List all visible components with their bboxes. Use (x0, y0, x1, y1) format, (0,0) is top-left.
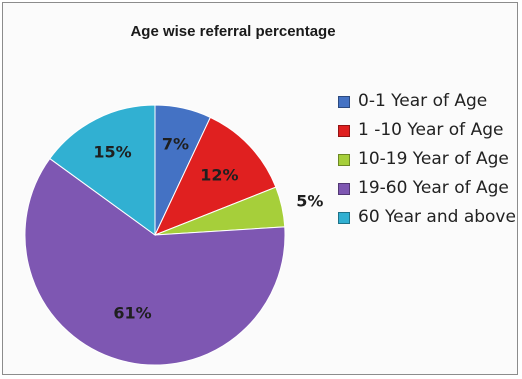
chart-frame: Age wise referral percentage 7% 12% 5% 61% 1… (2, 2, 518, 375)
legend-label-0: 0-1 Year of Age (358, 91, 488, 111)
legend: 0-1 Year of Age 1 -10 Year of Age 10-19 Ye… (336, 89, 516, 234)
legend-item-2: 10-19 Year of Age (336, 147, 516, 172)
pie-chart: 7% 12% 5% 61% 15% (24, 104, 323, 366)
pie-slice-1 (154, 116, 277, 236)
legend-item-0: 0-1 Year of Age (336, 89, 516, 114)
legend-item-1: 1 -10 Year of Age (336, 118, 516, 143)
slice-label-0: 7% (162, 135, 189, 154)
legend-label-4: 60 Year and above (358, 207, 516, 227)
slice-label-3: 61% (113, 303, 151, 322)
slice-label-2: 5% (296, 191, 323, 210)
slice-label-1: 12% (200, 165, 238, 184)
slice-label-4: 15% (93, 143, 131, 162)
legend-swatch-3 (338, 183, 350, 195)
pie-slice-4 (49, 104, 156, 236)
legend-item-3: 19-60 Year of Age (336, 176, 516, 201)
legend-item-4: 60 Year and above (336, 205, 516, 230)
legend-swatch-4 (338, 212, 350, 224)
legend-swatch-1 (338, 125, 350, 137)
legend-swatch-2 (338, 154, 350, 166)
chart-title: Age wise referral percentage (130, 23, 336, 40)
legend-swatch-0 (338, 96, 350, 108)
legend-label-3: 19-60 Year of Age (358, 178, 509, 198)
legend-label-1: 1 -10 Year of Age (358, 120, 504, 140)
legend-label-2: 10-19 Year of Age (358, 149, 509, 169)
pie-slice-3 (24, 157, 286, 366)
